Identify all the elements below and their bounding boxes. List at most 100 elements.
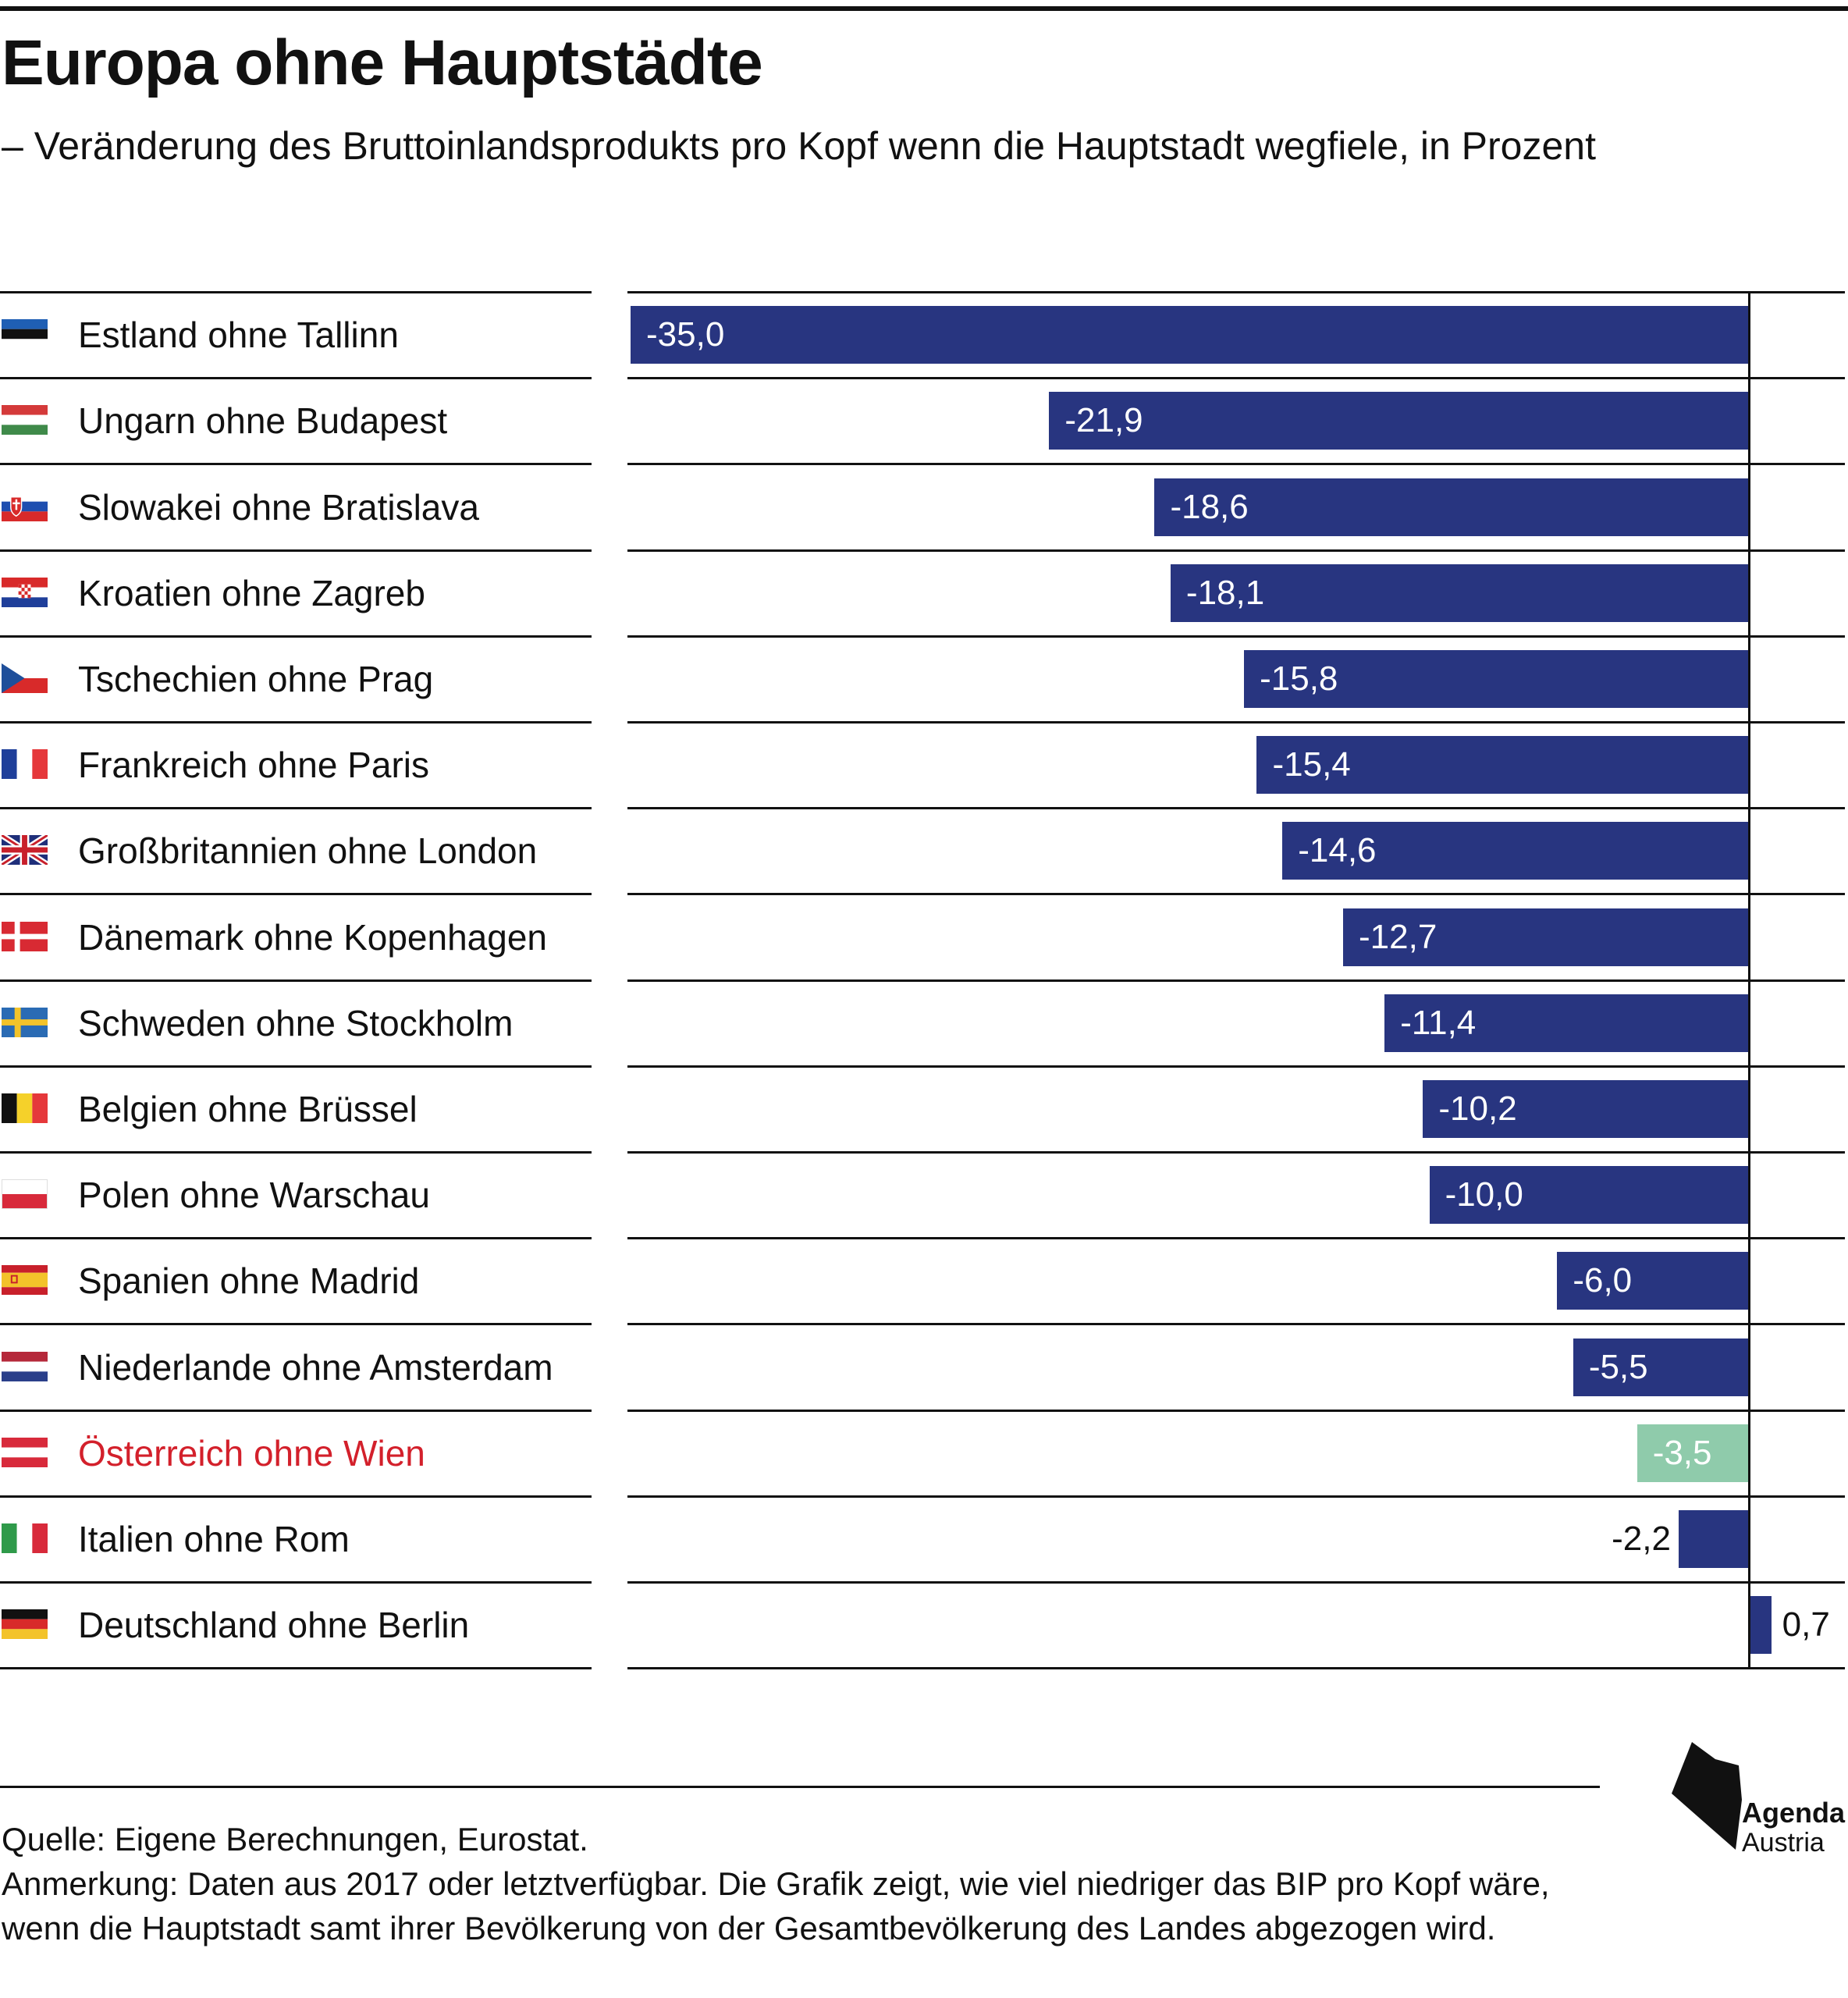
category-label: Estland ohne Tallinn xyxy=(78,315,399,356)
uk-flag-icon xyxy=(2,835,48,866)
data-label: -10,2 xyxy=(1438,1089,1517,1128)
row-divider-right xyxy=(627,807,1845,810)
category-label: Slowakei ohne Bratislava xyxy=(78,486,479,528)
bar xyxy=(1573,1338,1749,1396)
row-divider-left xyxy=(0,1409,592,1412)
row-divider-left xyxy=(0,1323,592,1326)
bar xyxy=(1154,478,1749,536)
footer: Quelle: Eigene Berechnungen, Eurostat. A… xyxy=(2,1817,1625,1950)
agenda-austria-logo: Agenda Austria xyxy=(1670,1742,1846,1867)
row-divider-left xyxy=(0,1581,592,1584)
italy-flag-icon xyxy=(2,1523,48,1553)
czechia-flag-icon xyxy=(2,663,48,693)
row-divider-right xyxy=(627,1151,1845,1154)
data-label: -18,6 xyxy=(1170,487,1249,526)
row-divider-right xyxy=(627,549,1845,552)
row-divider-left xyxy=(0,1065,592,1068)
row-divider-right xyxy=(627,635,1845,638)
row-divider-left xyxy=(0,979,592,982)
bar xyxy=(1557,1252,1749,1310)
bar xyxy=(1429,1166,1749,1225)
slovakia-flag-icon xyxy=(2,491,48,521)
estonia-flag-icon xyxy=(2,319,48,350)
bar xyxy=(1282,822,1749,880)
chart-subtitle: – Veränderung des Bruttoinlandsprodukts … xyxy=(2,124,1596,168)
category-label: Ungarn ohne Budapest xyxy=(78,400,448,442)
row-divider-right xyxy=(627,1495,1845,1498)
data-label: -14,6 xyxy=(1298,831,1377,870)
hungary-flag-icon xyxy=(2,405,48,436)
denmark-flag-icon xyxy=(2,921,48,951)
data-label: -21,9 xyxy=(1064,401,1143,440)
source-text: Quelle: Eigene Berechnungen, Eurostat. xyxy=(2,1821,588,1858)
row-divider-right xyxy=(627,721,1845,723)
netherlands-flag-icon xyxy=(2,1351,48,1381)
data-label: -11,4 xyxy=(1400,1003,1477,1042)
data-label: -10,0 xyxy=(1445,1175,1523,1214)
row-divider-right xyxy=(627,1409,1845,1412)
row-divider-left xyxy=(0,377,592,380)
data-label: -12,7 xyxy=(1359,917,1438,956)
row-divider-right xyxy=(627,1667,1845,1670)
croatia-flag-icon xyxy=(2,577,48,607)
row-divider-right xyxy=(627,979,1845,982)
sweden-flag-icon xyxy=(2,1007,48,1037)
row-divider-left xyxy=(0,721,592,723)
row-divider-right xyxy=(627,1581,1845,1584)
footer-rule xyxy=(0,1786,1600,1788)
row-divider-left xyxy=(0,893,592,896)
chart-title: Europa ohne Hauptstädte xyxy=(2,27,763,98)
row-divider-left xyxy=(0,1667,592,1670)
category-label: Kroatien ohne Zagreb xyxy=(78,572,425,613)
spain-flag-icon xyxy=(2,1265,48,1296)
row-divider-left xyxy=(0,635,592,638)
row-divider-left xyxy=(0,463,592,466)
row-divider-left xyxy=(0,1237,592,1240)
zero-axis-line xyxy=(1748,291,1750,1669)
austria-flag-icon xyxy=(2,1437,48,1467)
category-label: Schweden ohne Stockholm xyxy=(78,1002,514,1043)
category-label: Dänemark ohne Kopenhagen xyxy=(78,916,548,958)
category-label: Deutschland ohne Berlin xyxy=(78,1605,470,1646)
data-label: -18,1 xyxy=(1185,573,1265,612)
bar xyxy=(1749,1596,1772,1655)
row-divider-right xyxy=(627,893,1845,896)
bar xyxy=(1423,1079,1749,1138)
row-divider-left xyxy=(0,1495,592,1498)
data-label: -15,4 xyxy=(1272,745,1351,784)
category-label: Frankreich ohne Paris xyxy=(78,745,429,786)
data-label: -5,5 xyxy=(1588,1347,1648,1386)
bar xyxy=(1244,649,1749,708)
poland-flag-icon xyxy=(2,1179,48,1210)
data-label: -3,5 xyxy=(1652,1433,1712,1472)
category-label: Polen ohne Warschau xyxy=(78,1175,430,1216)
row-divider-right xyxy=(627,1323,1845,1326)
france-flag-icon xyxy=(2,749,48,780)
data-label: -6,0 xyxy=(1573,1261,1633,1300)
category-label: Niederlande ohne Amsterdam xyxy=(78,1346,553,1388)
logo-mark-icon xyxy=(1672,1742,1742,1850)
bar xyxy=(1343,908,1749,966)
row-divider-left xyxy=(0,549,592,552)
category-label: Italien ohne Rom xyxy=(78,1518,350,1559)
data-label: -15,8 xyxy=(1260,659,1338,698)
bar xyxy=(1384,994,1749,1052)
row-divider-right xyxy=(627,377,1845,380)
row-divider-right xyxy=(627,1237,1845,1240)
category-label: Großbritannien ohne London xyxy=(78,830,538,872)
row-divider-right xyxy=(627,1065,1845,1068)
top-rule xyxy=(0,6,1848,11)
bar xyxy=(1170,563,1749,622)
row-divider-right xyxy=(627,463,1845,466)
data-label: -35,0 xyxy=(646,315,725,354)
bar xyxy=(1678,1509,1749,1568)
logo-text-agenda: Agenda xyxy=(1742,1797,1846,1829)
category-label: Österreich ohne Wien xyxy=(78,1432,425,1474)
logo-text-austria: Austria xyxy=(1742,1828,1825,1858)
category-label: Tschechien ohne Prag xyxy=(78,658,434,699)
note-text: Anmerkung: Daten aus 2017 oder letztverf… xyxy=(2,1865,1550,1946)
bar xyxy=(1256,736,1749,795)
data-label: 0,7 xyxy=(1782,1605,1830,1644)
row-divider-left xyxy=(0,807,592,810)
